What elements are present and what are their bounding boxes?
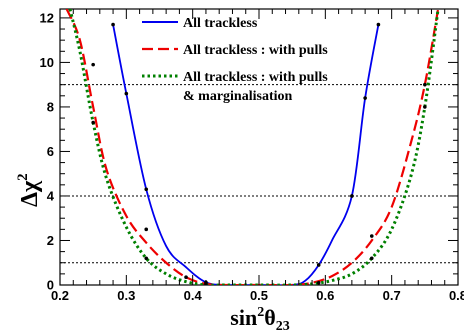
x-tick-label: 0.5 (250, 288, 268, 303)
data-point (316, 280, 321, 285)
markers (91, 22, 427, 285)
x-axis: 0.2 0.3 0.4 0.5 0.6 0.7 0.8 (51, 9, 464, 303)
y-axis: 0 2 4 6 8 10 12 (40, 10, 458, 293)
y-axis-title: Δχ2 (15, 173, 43, 207)
x-tick-label: 0.8 (449, 288, 464, 303)
data-point (316, 263, 321, 267)
y-tick-label: 0 (47, 278, 54, 293)
data-point (423, 105, 427, 109)
series-line-1 (112, 24, 380, 285)
data-point (423, 82, 427, 87)
x-tick-label: 0.2 (51, 288, 69, 303)
legend: All trackless All trackless : with pulls… (142, 16, 328, 104)
data-point (184, 275, 188, 280)
data-point (350, 194, 354, 198)
y-tick-label: 12 (40, 10, 54, 25)
data-point (376, 22, 381, 27)
legend-label-3-line-1: All trackless : with pulls (183, 70, 328, 85)
x-tick-label: 0.4 (184, 288, 203, 303)
y-tick-label: 4 (47, 188, 55, 203)
y-tick-label: 6 (47, 144, 54, 159)
reference-lines (60, 84, 458, 264)
y-tick-label: 8 (47, 99, 54, 114)
data-point (144, 227, 149, 232)
data-point (144, 256, 149, 261)
y-tick-label: 10 (40, 55, 54, 70)
curves (65, 9, 440, 285)
x-axis-title: sin2θ23 (230, 305, 289, 333)
data-point (91, 62, 95, 67)
data-point (111, 22, 115, 27)
legend-label-3-line-2: & marginalisation (183, 89, 292, 104)
data-point (369, 234, 374, 238)
x-tick-label: 0.7 (383, 288, 401, 303)
data-point (144, 187, 149, 192)
data-point (363, 96, 367, 100)
series-line-2 (65, 9, 440, 285)
data-point (91, 120, 95, 125)
x-tick-label: 0.6 (316, 288, 334, 303)
y-tick-label: 2 (47, 233, 54, 248)
x-tick-label: 0.3 (117, 288, 135, 303)
legend-label-2: All trackless : with pulls (183, 43, 328, 58)
legend-label-1: All trackless (183, 16, 258, 31)
data-point (124, 91, 129, 96)
data-point (369, 256, 374, 261)
